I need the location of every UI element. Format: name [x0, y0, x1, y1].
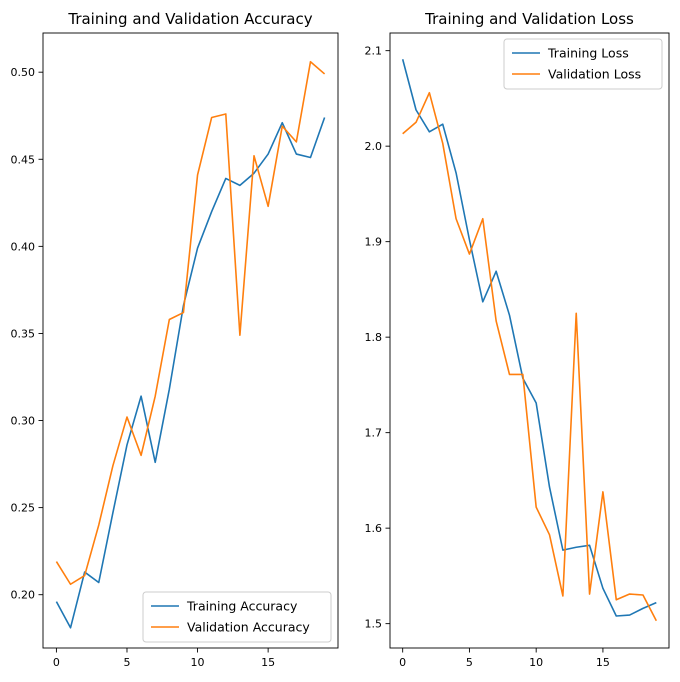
- accuracy-y-tick-label: 0.40: [11, 240, 36, 253]
- loss-legend-label-1: Validation Loss: [548, 67, 641, 82]
- loss-legend-label-0: Training Loss: [547, 46, 629, 61]
- accuracy-legend-label-0: Training Accuracy: [186, 599, 298, 614]
- loss-x-tick-label: 5: [466, 656, 473, 669]
- accuracy-y-tick-label: 0.50: [11, 66, 36, 79]
- loss-y-tick-label: 1.9: [365, 236, 383, 249]
- accuracy-axes-frame: [42, 32, 339, 649]
- accuracy-y-tick-label: 0.20: [11, 589, 36, 602]
- loss-x-tick-label: 10: [529, 656, 543, 669]
- loss-y-tick-label: 1.7: [365, 427, 383, 440]
- accuracy-x-tick-label: 10: [191, 656, 205, 669]
- accuracy-y-tick-label: 0.30: [11, 415, 36, 428]
- loss-chart-title: Training and Validation Loss: [424, 10, 634, 28]
- loss-y-tick-label: 1.6: [365, 522, 383, 535]
- loss-y-tick-label: 1.5: [365, 618, 383, 631]
- accuracy-series-line-0: [55, 117, 326, 629]
- accuracy-legend: Training Accuracy Validation Accuracy: [142, 591, 332, 643]
- loss-y-tick-label: 2.1: [365, 45, 383, 58]
- accuracy-y-tick-label: 0.35: [11, 327, 36, 340]
- loss-legend-box: [503, 38, 663, 90]
- accuracy-y-tick-label: 0.45: [11, 153, 36, 166]
- accuracy-plot-area: [43, 33, 338, 648]
- loss-y-tick-label: 2.0: [365, 140, 383, 153]
- accuracy-x-tick-label: 15: [261, 656, 275, 669]
- loss-series-line-0: [401, 59, 657, 617]
- loss-x-tick-label: 0: [399, 656, 406, 669]
- accuracy-chart-panel: 0 5 10 15 0.20 0.25 0.30 0.35 0.40 0.45 0.50 Traini…: [11, 10, 339, 669]
- loss-plot-area: [390, 33, 669, 648]
- accuracy-y-tick-label: 0.25: [11, 502, 36, 515]
- loss-x-tick-label: 15: [596, 656, 610, 669]
- accuracy-chart-title: Training and Validation Accuracy: [67, 10, 312, 28]
- accuracy-legend-label-1: Validation Accuracy: [187, 620, 310, 635]
- accuracy-series-line-1: [55, 60, 326, 586]
- loss-legend: Training Loss Validation Loss: [503, 38, 663, 90]
- loss-series-line-1: [402, 91, 658, 622]
- accuracy-x-tick-label: 0: [53, 656, 60, 669]
- loss-y-tick-label: 1.8: [365, 331, 383, 344]
- loss-chart-panel: 0 5 10 15 1.5 1.6 1.7 1.8 1.9 2.0 2.1 Training Loss…: [365, 10, 670, 669]
- accuracy-legend-box: [142, 591, 332, 643]
- accuracy-x-tick-label: 5: [123, 656, 130, 669]
- loss-axes-frame: [389, 32, 670, 649]
